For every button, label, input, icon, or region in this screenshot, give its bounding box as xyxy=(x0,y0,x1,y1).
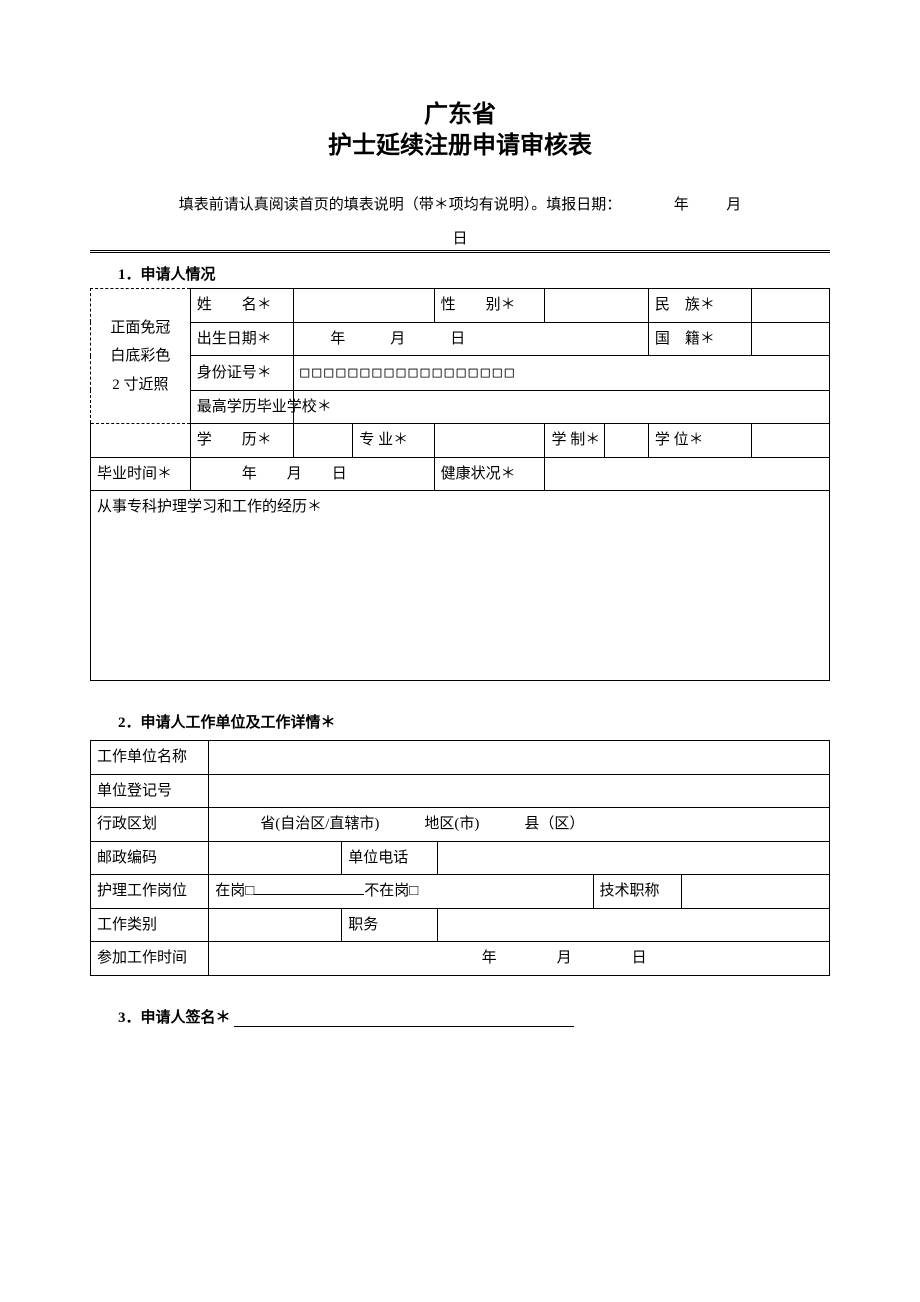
region-field[interactable]: 省(自治区/直辖市) 地区(市) 县（区） xyxy=(209,808,830,842)
section3-label: 3．申请人签名＊ xyxy=(118,1010,231,1026)
fill-instruction: 填表前请认真阅读首页的填表说明（带＊项均有说明）。填报日期： 年 月 xyxy=(120,192,800,219)
ethnic-label: 民 族＊ xyxy=(648,289,751,323)
start-field[interactable]: 年 月 日 xyxy=(209,942,830,976)
signature-line[interactable] xyxy=(234,1010,574,1027)
work-info-table: 工作单位名称 单位登记号 行政区划 省(自治区/直辖市) 地区(市) 县（区） … xyxy=(90,740,830,976)
photo-placeholder[interactable]: 正面免冠 白底彩色 2 寸近照 xyxy=(91,289,191,424)
postcode-label: 邮政编码 xyxy=(91,841,209,875)
fill-month[interactable] xyxy=(693,197,723,213)
post-on-duty: 在岗□ xyxy=(215,883,254,899)
id-label: 身份证号＊ xyxy=(190,356,293,391)
start-label: 参加工作时间 xyxy=(91,942,209,976)
section3-heading: 3．申请人签名＊ xyxy=(118,1006,830,1027)
unit-name-label: 工作单位名称 xyxy=(91,741,209,775)
degree-field[interactable] xyxy=(752,424,830,458)
school-field[interactable] xyxy=(294,390,830,424)
birth-field[interactable]: 年 月 日 xyxy=(294,322,649,356)
id-boxes: □□□□□□□□□□□□□□□□□□ xyxy=(300,363,517,381)
title-line-2: 护士延续注册申请审核表 xyxy=(90,131,830,162)
section2-heading: 2．申请人工作单位及工作详情＊ xyxy=(118,711,830,732)
nationality-label: 国 籍＊ xyxy=(648,322,751,356)
unit-reg-label: 单位登记号 xyxy=(91,774,209,808)
health-label: 健康状况＊ xyxy=(434,457,545,491)
instruction-text: 填表前请认真阅读首页的填表说明（带＊项均有说明）。填报日期： xyxy=(179,197,622,213)
nationality-field[interactable] xyxy=(752,322,830,356)
major-label: 专 业＊ xyxy=(353,424,434,458)
post-underline xyxy=(254,894,364,895)
gradtime-field[interactable]: 年 月 日 xyxy=(190,457,434,491)
gradtime-label: 毕业时间＊ xyxy=(91,457,191,491)
tech-title-field[interactable] xyxy=(682,875,830,909)
form-title: 广东省 护士延续注册申请审核表 xyxy=(90,100,830,162)
fill-year[interactable] xyxy=(625,197,670,213)
id-field[interactable]: □□□□□□□□□□□□□□□□□□ xyxy=(294,356,830,391)
duty-label: 职务 xyxy=(342,908,438,942)
post-label: 护理工作岗位 xyxy=(91,875,209,909)
school-label: 最高学历毕业学校＊ xyxy=(190,390,293,424)
work-type-field[interactable] xyxy=(209,908,342,942)
unit-phone-label: 单位电话 xyxy=(342,841,438,875)
system-label: 学 制＊ xyxy=(545,424,604,458)
work-type-label: 工作类别 xyxy=(91,908,209,942)
month-unit: 月 xyxy=(726,197,741,213)
post-field[interactable]: 在岗□ 不在岗□ xyxy=(209,875,593,909)
major-field[interactable] xyxy=(434,424,545,458)
unit-reg-field[interactable] xyxy=(209,774,830,808)
ethnic-field[interactable] xyxy=(752,289,830,323)
health-field[interactable] xyxy=(545,457,830,491)
region-label: 行政区划 xyxy=(91,808,209,842)
degree-label: 学 位＊ xyxy=(648,424,751,458)
postcode-field[interactable] xyxy=(209,841,342,875)
gender-label: 性 别＊ xyxy=(434,289,545,323)
applicant-info-table: 正面免冠 白底彩色 2 寸近照 姓 名＊ 性 别＊ 民 族＊ 出生日期＊ 年 月… xyxy=(90,288,830,681)
experience-field[interactable]: 从事专科护理学习和工作的经历＊ xyxy=(91,491,830,681)
birth-label: 出生日期＊ xyxy=(190,322,293,356)
experience-label: 从事专科护理学习和工作的经历＊ xyxy=(97,499,322,515)
post-off-duty: 不在岗□ xyxy=(364,883,418,899)
education-field[interactable] xyxy=(294,424,353,458)
unit-phone-field[interactable] xyxy=(438,841,830,875)
duty-field[interactable] xyxy=(438,908,830,942)
year-unit: 年 xyxy=(674,197,689,213)
system-field[interactable] xyxy=(604,424,648,458)
education-label: 学 历＊ xyxy=(190,424,293,458)
section1-heading: 1．申请人情况 xyxy=(118,263,830,284)
tech-title-label: 技术职称 xyxy=(593,875,682,909)
title-line-1: 广东省 xyxy=(90,100,830,131)
name-field[interactable] xyxy=(294,289,434,323)
unit-name-field[interactable] xyxy=(209,741,830,775)
photo-cell-bottom xyxy=(91,424,191,458)
gender-field[interactable] xyxy=(545,289,648,323)
double-rule xyxy=(90,250,830,253)
name-label: 姓 名＊ xyxy=(190,289,293,323)
day-unit: 日 xyxy=(90,227,830,248)
